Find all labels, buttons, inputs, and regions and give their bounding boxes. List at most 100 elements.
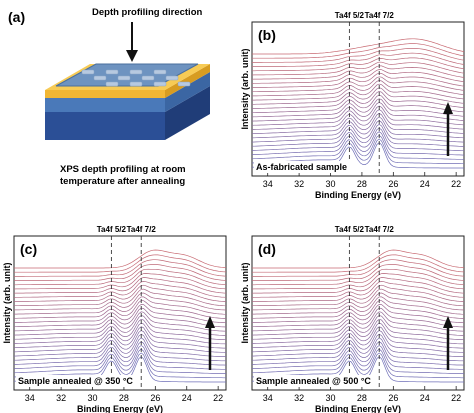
x-tick-label: 34 xyxy=(263,393,273,403)
x-tick-label: 22 xyxy=(213,393,223,403)
panel-label: (c) xyxy=(20,241,37,257)
spectrum-curve-25 xyxy=(14,264,227,281)
spectrum-curve-27 xyxy=(252,43,465,59)
x-tick-label: 28 xyxy=(119,393,129,403)
spectrum-curve-11 xyxy=(251,318,465,341)
spectrum-curve-6 xyxy=(14,337,226,362)
x-tick-label: 32 xyxy=(294,179,304,189)
electrode-dot-6 xyxy=(117,75,131,81)
spectrum-curve-7 xyxy=(251,120,465,143)
spectrum-curve-9 xyxy=(251,326,464,349)
chart-panel-b: Ta4f 5/2 Ta4f 7/2 34 32 30 28 26 24 22 Binding En… xyxy=(240,11,465,200)
spectrum-curve-19 xyxy=(252,76,465,93)
spectrum-curve-26 xyxy=(14,259,227,277)
spectrum-curve-23 xyxy=(251,273,465,290)
spectrum-curve-17 xyxy=(14,296,227,315)
x-tick-label: 24 xyxy=(420,179,430,189)
spectra-stack xyxy=(251,38,465,169)
x-tick-label: 22 xyxy=(451,393,461,403)
spectrum-curve-14 xyxy=(252,94,465,114)
spectrum-curve-10 xyxy=(251,322,465,345)
spectrum-curve-18 xyxy=(14,292,227,311)
spectrum-curve-15 xyxy=(252,91,465,109)
spectrum-curve-5 xyxy=(14,341,227,366)
electrode-dots xyxy=(81,69,191,87)
spectrum-curve-14 xyxy=(14,307,227,328)
spectrum-curve-4 xyxy=(14,344,226,370)
spectrum-curve-4 xyxy=(252,131,465,156)
x-axis-label: Binding Energy (eV) xyxy=(77,404,163,413)
chart-panel-d: Ta4f 5/2 Ta4f 7/2 34 32 30 28 26 24 22 Binding En… xyxy=(240,225,465,413)
xps-caption-line2: temperature after annealing xyxy=(60,176,185,187)
electrode-dot-10 xyxy=(129,81,143,87)
spectrum-curve-16 xyxy=(252,300,465,319)
depth-arrow-head xyxy=(443,316,453,328)
spectrum-curve-6 xyxy=(252,337,464,362)
spectrum-curve-20 xyxy=(14,284,227,302)
spectrum-curve-15 xyxy=(14,304,227,324)
substrate-layer-side xyxy=(165,86,210,140)
spectrum-curve-13 xyxy=(13,311,227,332)
middle-layer-front xyxy=(45,98,165,112)
spectrum-curve-20 xyxy=(252,72,465,88)
peak-label-1: Ta4f 5/2 xyxy=(335,225,365,234)
panel-a-label: (a) xyxy=(8,9,25,25)
spectrum-curve-9 xyxy=(13,326,226,349)
spectrum-curve-26 xyxy=(252,47,465,63)
sample-tag-bg xyxy=(254,161,352,173)
x-tick-label: 26 xyxy=(388,393,398,403)
spectrum-curve-11 xyxy=(251,105,465,126)
spectrum-curve-12 xyxy=(13,315,226,336)
spectrum-curve-21 xyxy=(251,281,465,298)
sample-tag: Sample annealed @ 350 °C xyxy=(18,376,133,386)
spectrum-curve-19 xyxy=(252,288,465,307)
spectrum-curve-22 xyxy=(13,277,227,294)
spectrum-curve-5 xyxy=(252,341,465,366)
spectrum-curve-3 xyxy=(251,134,465,160)
y-axis-label: Intensity (arb. unit) xyxy=(2,262,12,343)
spectrum-curve-3 xyxy=(13,348,226,374)
spectrum-curve-12 xyxy=(251,315,464,336)
spectrum-curve-27 xyxy=(252,254,465,273)
x-tick-label: 24 xyxy=(420,393,430,403)
panel-label: (d) xyxy=(258,241,276,257)
spectrum-curve-23 xyxy=(251,61,465,76)
spectrum-curve-16 xyxy=(252,87,465,105)
electrode-dot-3 xyxy=(129,69,143,75)
peak-label-2: Ta4f 7/2 xyxy=(365,11,395,20)
peak-label-2: Ta4f 7/2 xyxy=(365,225,395,234)
x-tick-label: 30 xyxy=(326,393,336,403)
sample-tag-bg xyxy=(16,375,140,387)
x-tick-label: 22 xyxy=(451,179,461,189)
spectrum-curve-4 xyxy=(252,344,464,370)
spectrum-curve-24 xyxy=(14,268,227,286)
y-axis-label: Intensity (arb. unit) xyxy=(240,48,250,129)
x-axis-label: Binding Energy (eV) xyxy=(315,404,401,413)
spectrum-curve-7 xyxy=(13,333,226,357)
spectrum-curve-13 xyxy=(251,98,465,118)
spectrum-curve-25 xyxy=(252,264,465,281)
gold-layer-side xyxy=(165,64,210,98)
spectrum-curve-26 xyxy=(252,259,465,277)
spectrum-curve-17 xyxy=(252,296,465,315)
x-tick-label: 32 xyxy=(294,393,304,403)
spectrum-curve-10 xyxy=(251,109,465,130)
spectrum-curve-21 xyxy=(13,281,227,298)
spectrum-curve-10 xyxy=(13,322,227,345)
x-tick-label: 26 xyxy=(388,179,398,189)
peak-label-1: Ta4f 5/2 xyxy=(335,11,365,20)
spectrum-curve-28 xyxy=(252,249,465,269)
spectrum-curve-21 xyxy=(251,69,465,84)
spectrum-curve-8 xyxy=(251,116,465,139)
x-axis-label: Binding Energy (eV) xyxy=(315,190,401,200)
x-tick-label: 26 xyxy=(150,393,160,403)
gold-layer-front xyxy=(45,90,165,98)
spectrum-curve-18 xyxy=(252,292,465,311)
spectrum-curve-28 xyxy=(14,249,227,269)
spectrum-curve-6 xyxy=(252,123,464,147)
depth-arrow-head xyxy=(443,102,453,114)
x-tick-label: 30 xyxy=(88,393,98,403)
spectrum-curve-20 xyxy=(252,284,465,302)
spectrum-curve-19 xyxy=(14,288,227,307)
